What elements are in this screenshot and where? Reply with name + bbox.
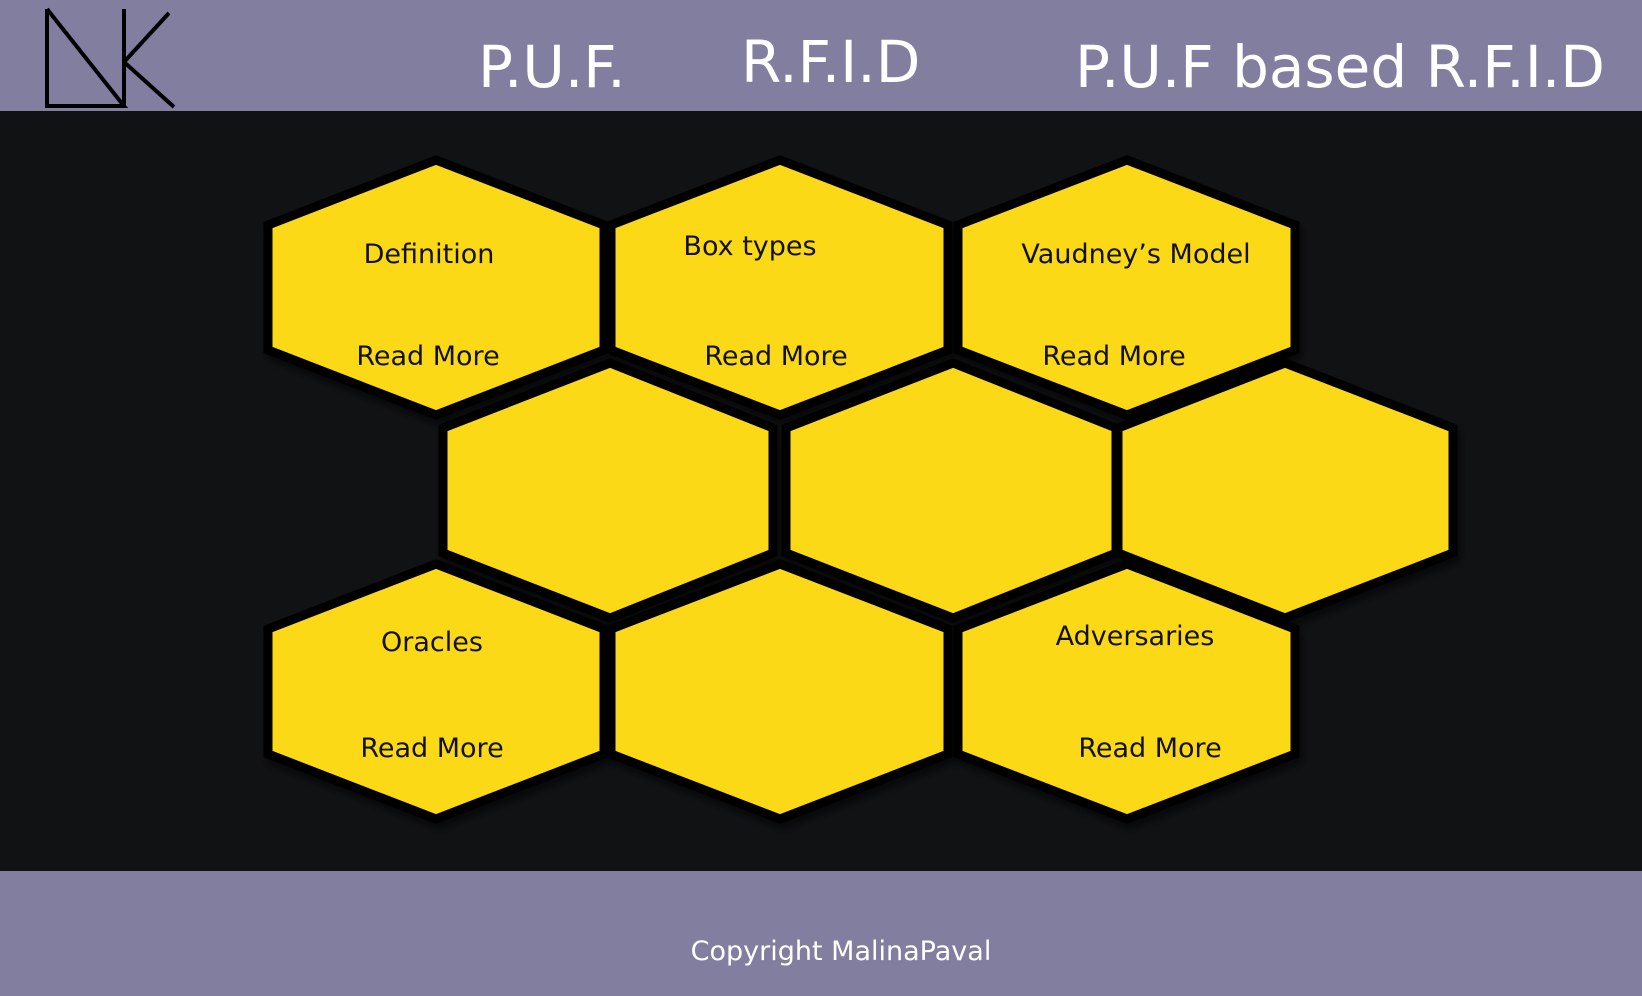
read-more-link-vaudneys-model[interactable]: Read More xyxy=(1042,341,1186,372)
cell-title-oracles: Oracles xyxy=(381,627,483,658)
honeycomb-cell-definition[interactable] xyxy=(263,155,609,420)
cell-title-vaudneys-model: Vaudney’s Model xyxy=(1021,239,1251,270)
nav-link-rfid[interactable]: R.F.I.D xyxy=(741,28,921,96)
read-more-link-adversaries[interactable]: Read More xyxy=(1078,733,1222,764)
header-bar: DK P.U.F. R.F.I.D P.U.F based R.F.I.D xyxy=(0,0,1642,111)
honeycomb-cell-empty xyxy=(606,559,953,824)
honeycomb-cell-empty xyxy=(438,358,778,623)
cell-title-definition: Definition xyxy=(363,239,495,270)
honeycomb-cell-box-types[interactable] xyxy=(606,155,953,420)
honeycomb-cell-vaudneys-model[interactable] xyxy=(953,155,1300,420)
footer-bar xyxy=(0,871,1642,996)
cell-title-box-types: Box types xyxy=(683,231,817,262)
read-more-link-oracles[interactable]: Read More xyxy=(360,733,504,764)
honeycomb-cell-empty xyxy=(1113,358,1458,623)
copyright-text: Copyright MalinaPaval xyxy=(690,936,992,967)
honeycomb-cell-adversaries[interactable] xyxy=(953,559,1300,824)
read-more-link-definition[interactable]: Read More xyxy=(356,341,500,372)
dk-logo[interactable]: DK xyxy=(42,5,177,109)
nav-link-puf[interactable]: P.U.F. xyxy=(478,33,626,101)
honeycomb-cell-oracles[interactable] xyxy=(263,559,609,824)
read-more-link-box-types[interactable]: Read More xyxy=(704,341,848,372)
nav-link-puf-based-rfid[interactable]: P.U.F based R.F.I.D xyxy=(1075,33,1605,101)
cell-title-adversaries: Adversaries xyxy=(1055,621,1215,652)
